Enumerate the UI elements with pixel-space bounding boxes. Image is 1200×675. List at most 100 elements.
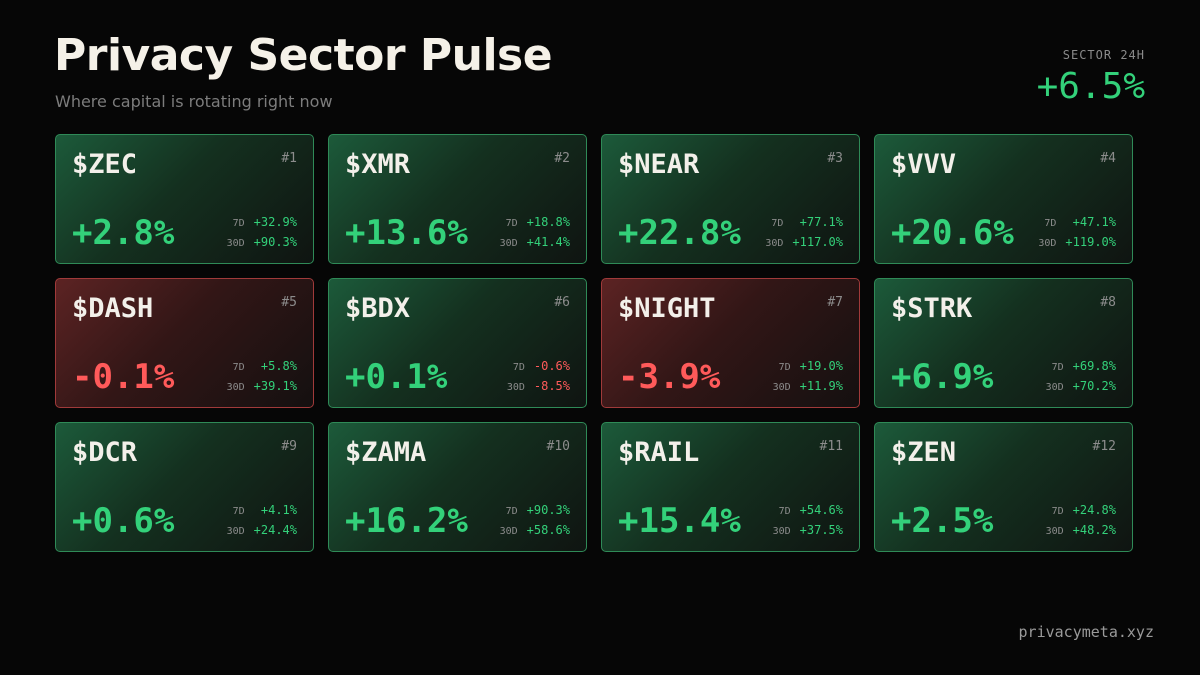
change-7d: +5.8% [260,359,297,373]
label-7d: 7D [232,218,245,229]
ticker: $STRK [891,293,973,324]
change-7d: +47.1% [1072,215,1116,229]
label-30d: 30D [1038,238,1057,249]
change-7d: +69.8% [1072,359,1116,373]
ticker-card: $NIGHT #7 -3.9% 7D +19.0% 30D +11.9% [601,278,860,408]
title: Privacy Sector Pulse [54,30,553,81]
label-7d: 7D [1051,506,1064,517]
label-7d: 7D [232,362,245,373]
label-7d: 7D [1051,362,1064,373]
ticker: $NIGHT [618,293,716,324]
label-7d: 7D [778,362,791,373]
rank: #5 [281,295,297,310]
rank: #6 [554,295,570,310]
ticker: $ZAMA [345,437,427,468]
change-7d: +19.0% [799,359,843,373]
ticker-card: $DASH #5 -0.1% 7D +5.8% 30D +39.1% [55,278,314,408]
card-grid: $ZEC #1 +2.8% 7D +32.9% 30D +90.3% $XMR #2 +13.6%… [55,134,1133,552]
ticker: $RAIL [618,437,700,468]
ticker-card: $RAIL #11 +15.4% 7D +54.6% 30D +37.5% [601,422,860,552]
ticker-card: $NEAR #3 +22.8% 7D +77.1% 30D +117.0% [601,134,860,264]
change-24h: -0.1% [72,357,175,397]
ticker: $NEAR [618,149,700,180]
change-30d: +41.4% [526,235,570,249]
rank: #8 [1100,295,1116,310]
label-30d: 30D [499,238,518,249]
period-changes: 7D +90.3% 30D +58.6% [500,503,570,537]
period-changes: 7D +4.1% 30D +24.4% [227,503,297,537]
change-30d: +70.2% [1072,379,1116,393]
change-30d: -8.5% [533,379,570,393]
ticker-card: $ZEN #12 +2.5% 7D +24.8% 30D +48.2% [874,422,1133,552]
change-24h: +20.6% [891,213,1014,253]
period-changes: 7D +5.8% 30D +39.1% [227,359,297,393]
change-7d: +18.8% [526,215,570,229]
period-changes: 7D +47.1% 30D +119.0% [1038,215,1116,249]
change-30d: +119.0% [1065,235,1116,249]
change-30d: +39.1% [253,379,297,393]
period-changes: 7D +18.8% 30D +41.4% [500,215,570,249]
rank: #9 [281,439,297,454]
ticker-card: $VVV #4 +20.6% 7D +47.1% 30D +119.0% [874,134,1133,264]
change-7d: -0.6% [533,359,570,373]
label-7d: 7D [1044,218,1057,229]
ticker: $DCR [72,437,138,468]
footer-site: privacymeta.xyz [1018,623,1154,641]
sector-change: +6.5% [1036,66,1145,107]
change-24h: +15.4% [618,501,741,541]
change-24h: -3.9% [618,357,721,397]
label-30d: 30D [772,382,791,393]
change-24h: +16.2% [345,501,468,541]
change-7d: +77.1% [799,215,843,229]
ticker: $VVV [891,149,957,180]
label-30d: 30D [772,526,791,537]
rank: #12 [1092,439,1116,454]
period-changes: 7D +32.9% 30D +90.3% [227,215,297,249]
rank: #11 [819,439,843,454]
label-30d: 30D [499,526,518,537]
change-30d: +37.5% [799,523,843,537]
label-30d: 30D [226,382,245,393]
rank: #10 [546,439,570,454]
change-24h: +2.5% [891,501,994,541]
label-7d: 7D [771,218,784,229]
ticker: $ZEN [891,437,957,468]
change-24h: +0.1% [345,357,448,397]
ticker-card: $ZEC #1 +2.8% 7D +32.9% 30D +90.3% [55,134,314,264]
label-7d: 7D [505,218,518,229]
rank: #3 [827,151,843,166]
label-7d: 7D [778,506,791,517]
rank: #2 [554,151,570,166]
ticker: $BDX [345,293,411,324]
change-30d: +90.3% [253,235,297,249]
change-7d: +32.9% [253,215,297,229]
label-30d: 30D [1045,526,1064,537]
change-7d: +24.8% [1072,503,1116,517]
subtitle: Where capital is rotating right now [55,92,333,111]
label-30d: 30D [765,238,784,249]
label-7d: 7D [505,506,518,517]
ticker: $DASH [72,293,154,324]
period-changes: 7D +24.8% 30D +48.2% [1046,503,1116,537]
sector-label: SECTOR 24H [1062,48,1145,62]
change-24h: +2.8% [72,213,175,253]
label-7d: 7D [232,506,245,517]
ticker: $XMR [345,149,411,180]
change-30d: +117.0% [792,235,843,249]
change-24h: +22.8% [618,213,741,253]
ticker-card: $BDX #6 +0.1% 7D -0.6% 30D -8.5% [328,278,587,408]
rank: #1 [281,151,297,166]
ticker-card: $STRK #8 +6.9% 7D +69.8% 30D +70.2% [874,278,1133,408]
label-7d: 7D [512,362,525,373]
ticker: $ZEC [72,149,138,180]
ticker-card: $DCR #9 +0.6% 7D +4.1% 30D +24.4% [55,422,314,552]
change-30d: +24.4% [253,523,297,537]
ticker-card: $XMR #2 +13.6% 7D +18.8% 30D +41.4% [328,134,587,264]
change-24h: +6.9% [891,357,994,397]
period-changes: 7D -0.6% 30D -8.5% [507,359,570,393]
period-changes: 7D +77.1% 30D +117.0% [765,215,843,249]
period-changes: 7D +69.8% 30D +70.2% [1046,359,1116,393]
period-changes: 7D +19.0% 30D +11.9% [773,359,843,393]
change-24h: +13.6% [345,213,468,253]
